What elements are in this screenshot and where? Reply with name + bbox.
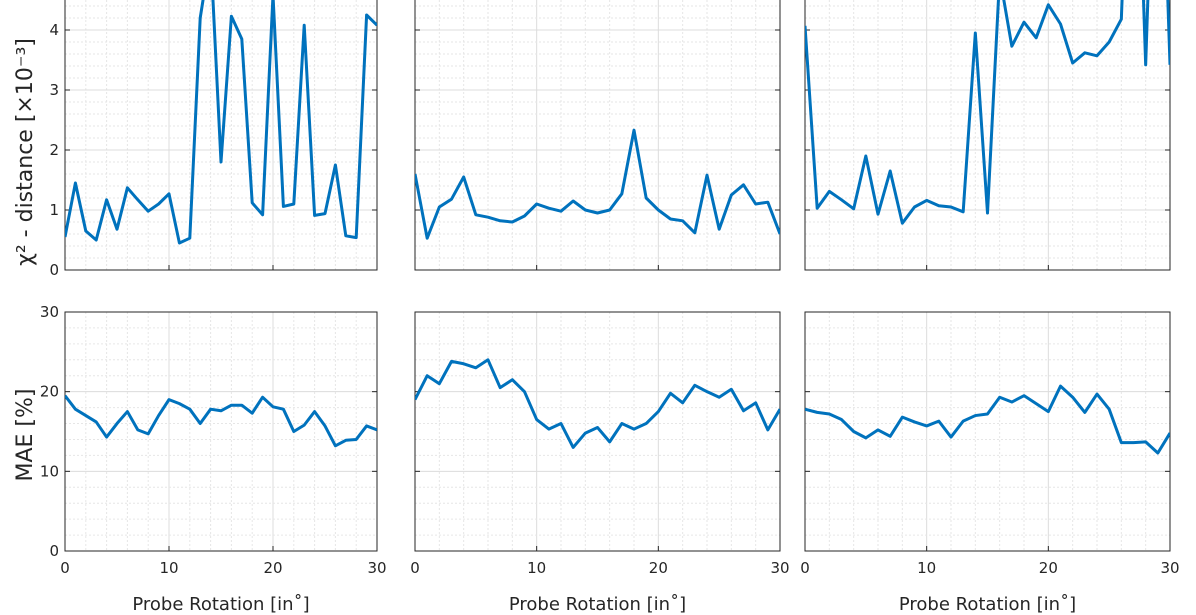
panel-bottom-1: 0 10 20 30 0 10 20 30 Probe Rotation [in˚] MAE [%… bbox=[13, 303, 387, 615]
y-tick-label: 20 bbox=[40, 383, 59, 401]
x-tick-label: 0 bbox=[800, 559, 810, 577]
y-tick-label: 0 bbox=[49, 542, 59, 560]
x-tick-label: 10 bbox=[527, 559, 546, 577]
y-tick-label: 1 bbox=[49, 201, 59, 219]
x-tick-label: 0 bbox=[60, 559, 70, 577]
x-tick-label: 20 bbox=[1039, 559, 1058, 577]
axes-frame bbox=[64, 0, 378, 271]
x-axis-label: Probe Rotation [in˚] bbox=[132, 594, 309, 615]
axes-frame bbox=[414, 311, 781, 552]
panel-top-3 bbox=[804, 0, 1171, 271]
x-tick-label: 30 bbox=[367, 559, 386, 577]
series-line bbox=[65, 0, 377, 245]
axes-frame bbox=[804, 0, 1171, 271]
x-tick-label: 10 bbox=[159, 559, 178, 577]
axes-frame bbox=[804, 311, 1171, 552]
x-tick-label: 30 bbox=[1160, 559, 1179, 577]
y-tick-label: 3 bbox=[49, 81, 59, 99]
x-tick-label: 10 bbox=[917, 559, 936, 577]
series-line bbox=[805, 0, 1170, 225]
x-tick-label: 0 bbox=[410, 559, 420, 577]
y-tick-label: 2 bbox=[49, 141, 59, 159]
series-line bbox=[65, 394, 377, 448]
x-axis-label: Probe Rotation [in˚] bbox=[509, 594, 686, 615]
y-axis-label: MAE [%] bbox=[13, 389, 38, 482]
panel-bottom-3: 0 10 20 30 Probe Rotation [in˚] bbox=[800, 311, 1180, 615]
panel-top-1: 012345χ² - distance [×10⁻³] bbox=[13, 0, 378, 279]
panel-bottom-2: 0 10 20 30 Probe Rotation [in˚] bbox=[410, 311, 790, 615]
x-tick-label: 20 bbox=[263, 559, 282, 577]
x-tick-label: 20 bbox=[649, 559, 668, 577]
y-tick-label: 4 bbox=[49, 21, 59, 39]
y-axis-label: χ² - distance [×10⁻³] bbox=[13, 38, 38, 266]
x-tick-label: 30 bbox=[770, 559, 789, 577]
series-line bbox=[415, 128, 780, 240]
y-tick-label: 0 bbox=[49, 261, 59, 279]
y-tick-label: 10 bbox=[40, 462, 59, 480]
series-line bbox=[805, 384, 1170, 455]
axes-frame bbox=[64, 311, 378, 552]
series-line bbox=[415, 358, 780, 449]
y-tick-label: 30 bbox=[40, 303, 59, 321]
panel-top-2 bbox=[414, 0, 781, 271]
axes-frame bbox=[414, 0, 781, 271]
x-axis-label: Probe Rotation [in˚] bbox=[899, 594, 1076, 615]
